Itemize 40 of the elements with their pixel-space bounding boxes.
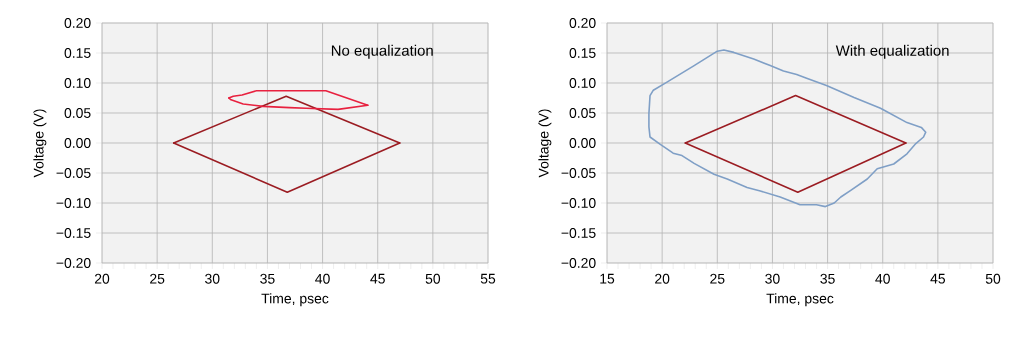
y-tick-label: −0.20 [561, 258, 596, 268]
y-axis-title: Voltage (V) [538, 109, 552, 178]
x-axis-title: Time, psec [766, 293, 834, 307]
x-tick-label: 25 [150, 273, 165, 284]
y-tick-label: 0.10 [64, 78, 91, 88]
y-tick-label: −0.15 [561, 228, 596, 238]
y-tick-label: −0.10 [56, 198, 91, 208]
y-tick-label: 0.15 [569, 48, 596, 58]
y-tick-label: −0.05 [561, 168, 596, 178]
x-tick-label: 30 [205, 273, 220, 284]
x-tick-label: 20 [94, 273, 110, 284]
y-tick-label: 0.05 [569, 108, 596, 118]
y-tick-label: 0.10 [569, 78, 596, 88]
x-tick-label: 50 [425, 273, 441, 284]
x-tick-label: 35 [820, 273, 835, 284]
x-tick-label: 35 [260, 273, 275, 284]
x-tick-label: 55 [480, 273, 496, 284]
y-tick-label: 0.20 [64, 18, 91, 28]
y-tick-label: −0.05 [56, 168, 91, 178]
annotation: With equalization [835, 44, 949, 59]
y-tick-label: 0.00 [64, 138, 91, 148]
y-axis-title: Voltage (V) [33, 109, 47, 178]
x-tick-label: 40 [315, 273, 330, 284]
x-tick-label: 50 [985, 273, 1001, 284]
annotation: No equalization [331, 44, 433, 59]
x-axis-title: Time, psec [261, 293, 329, 307]
x-tick-label: 25 [710, 273, 725, 284]
x-tick-label: 15 [600, 273, 615, 284]
x-tick-label: 40 [875, 273, 890, 284]
y-tick-label: 0.05 [64, 108, 91, 118]
y-tick-label: 0.15 [64, 48, 91, 58]
x-tick-label: 45 [930, 273, 946, 284]
y-tick-label: 0.20 [569, 18, 596, 28]
y-tick-label: −0.10 [561, 198, 596, 208]
x-tick-label: 30 [765, 273, 780, 284]
y-tick-label: 0.00 [569, 138, 596, 148]
x-tick-label: 20 [655, 273, 670, 284]
y-tick-label: −0.15 [56, 228, 91, 238]
x-tick-label: 45 [370, 273, 385, 284]
y-tick-label: −0.20 [56, 258, 91, 268]
